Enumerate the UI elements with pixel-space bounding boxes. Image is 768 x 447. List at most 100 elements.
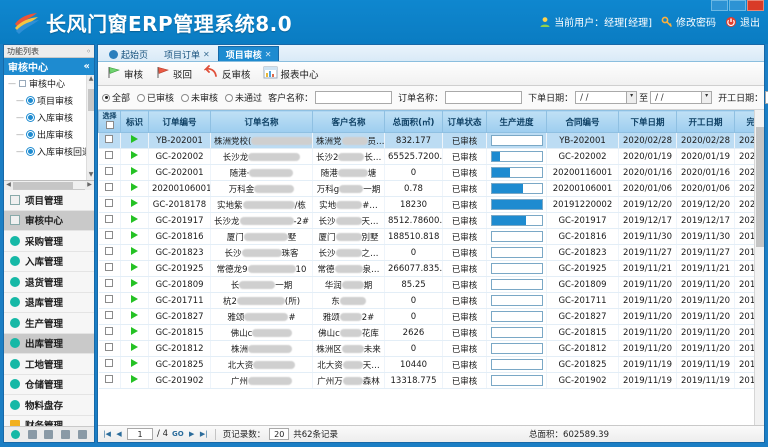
- play-icon[interactable]: [131, 279, 138, 287]
- tree-node-1[interactable]: — 项目审核: [4, 92, 94, 109]
- table-row[interactable]: GC-201917 长沙龙 -2# 长沙 天… 8512.78600… 已审核 GC-2019…: [98, 212, 764, 229]
- row-checkbox[interactable]: [105, 263, 114, 271]
- close-icon[interactable]: ✕: [264, 49, 272, 59]
- sidebar-item-5[interactable]: 退库管理: [4, 293, 94, 313]
- radio-button-icon[interactable]: [225, 93, 234, 102]
- column-header-status[interactable]: 订单状态: [442, 110, 487, 133]
- column-header-order_no[interactable]: 订单编号: [148, 110, 211, 133]
- play-icon[interactable]: [131, 167, 138, 175]
- play-icon[interactable]: [131, 295, 138, 303]
- maximize-button[interactable]: [729, 0, 746, 11]
- row-checkbox[interactable]: [105, 151, 114, 159]
- radio-0[interactable]: 全部: [102, 91, 130, 104]
- page-number-input[interactable]: 1: [127, 428, 153, 440]
- sidebar-item-10[interactable]: 物料盘存: [4, 395, 94, 416]
- scroll-right-icon[interactable]: ▶: [85, 181, 94, 190]
- table-row[interactable]: YB-202001 株洲党校(株洲党 员… 832.177 已审核 YB-202001 20…: [98, 132, 764, 149]
- sidebar-item-9[interactable]: 仓储管理: [4, 375, 94, 395]
- play-icon[interactable]: [131, 359, 138, 367]
- sidebar-pin-icon[interactable]: ◦: [86, 46, 91, 56]
- doc-icon[interactable]: [61, 430, 71, 439]
- play-icon[interactable]: [131, 375, 138, 383]
- play-icon[interactable]: [131, 247, 138, 255]
- sidebar-item-11[interactable]: 财务管理: [4, 416, 94, 426]
- chevron-down-icon[interactable]: ▾: [626, 92, 637, 103]
- select-all-checkbox[interactable]: [105, 121, 114, 129]
- change-password-button[interactable]: 修改密码: [661, 14, 716, 29]
- column-header-customer[interactable]: 客户名称: [312, 110, 385, 133]
- play-icon[interactable]: [131, 327, 138, 335]
- tree-vertical-scrollbar[interactable]: ▲ ▼: [86, 75, 94, 180]
- cart-icon[interactable]: [27, 430, 37, 439]
- column-header-area[interactable]: 总面积(㎡): [384, 110, 443, 133]
- last-page-button[interactable]: ▶|: [199, 429, 208, 438]
- table-row[interactable]: GC-201902 广州 广州万 森林 13318.775 已审核 GC-201902 201…: [98, 372, 764, 389]
- sidebar-item-4[interactable]: 退货管理: [4, 272, 94, 293]
- chevron-down-icon[interactable]: ▾: [701, 92, 712, 103]
- play-icon[interactable]: [131, 343, 138, 351]
- column-header-order_date[interactable]: 下单日期: [618, 110, 677, 133]
- sidebar-item-7[interactable]: 出库管理: [4, 333, 94, 354]
- radio-button-icon[interactable]: [181, 93, 190, 102]
- play-icon[interactable]: [131, 311, 138, 319]
- tree-node-2[interactable]: — 入库审核: [4, 109, 94, 126]
- order-date-to-input[interactable]: / / ▾: [650, 91, 713, 104]
- row-checkbox[interactable]: [105, 199, 114, 207]
- row-checkbox[interactable]: [105, 295, 114, 303]
- sidebar-item-0[interactable]: 项目管理: [4, 190, 94, 211]
- sidebar-item-3[interactable]: 入库管理: [4, 252, 94, 272]
- row-checkbox[interactable]: [105, 343, 114, 351]
- column-header-check[interactable]: 选择: [98, 110, 121, 133]
- radio-1[interactable]: 已审核: [137, 91, 174, 104]
- table-row[interactable]: GC-201815 佛山c 佛山c 花库 2626 已审核 GC-201815 2019/11…: [98, 324, 764, 341]
- scroll-up-icon[interactable]: ▲: [87, 75, 94, 84]
- prev-page-button[interactable]: ◀: [116, 429, 122, 438]
- row-checkbox[interactable]: [105, 135, 114, 143]
- row-checkbox[interactable]: [105, 231, 114, 239]
- table-row[interactable]: GC-201825 北大资 北大资 天… 10440 已审核 GC-201825 2019/1…: [98, 356, 764, 373]
- row-checkbox[interactable]: [105, 167, 114, 175]
- table-row[interactable]: GC-202001 随港· 随港塘 0 已审核 20200116001 2020/01/16…: [98, 164, 764, 181]
- play-icon[interactable]: [131, 183, 138, 191]
- sidebar-group-title[interactable]: 审核中心 «: [4, 58, 94, 75]
- play-icon[interactable]: [131, 135, 138, 143]
- table-row[interactable]: GC-201925 常德龙9 10 常德 泉… 266077.835… 已审核 GC-2019…: [98, 260, 764, 277]
- play-icon[interactable]: [131, 263, 138, 271]
- play-icon[interactable]: [131, 231, 138, 239]
- row-checkbox[interactable]: [105, 247, 114, 255]
- table-row[interactable]: GC-201816 厦门墅厦门 別墅 188510.818 已审核 GC-201816 20…: [98, 228, 764, 245]
- table-row[interactable]: GC-201812 株洲 株洲区 未来 0 已审核 GC-201812 2019/11/20 2…: [98, 340, 764, 357]
- scroll-thumb-h[interactable]: [13, 182, 73, 189]
- row-checkbox[interactable]: [105, 375, 114, 383]
- collapse-icon[interactable]: «: [83, 61, 90, 72]
- row-checkbox[interactable]: [105, 359, 114, 367]
- scroll-left-icon[interactable]: ◀: [4, 181, 13, 190]
- toolbar-button-0[interactable]: 审核: [106, 65, 143, 83]
- order-name-input[interactable]: [445, 91, 523, 104]
- tree-node-0[interactable]: — 审核中心: [4, 75, 94, 92]
- radio-2[interactable]: 未审核: [181, 91, 218, 104]
- radio-button-icon[interactable]: [102, 93, 110, 102]
- toolbar-button-3[interactable]: 报表中心: [263, 65, 319, 83]
- close-button[interactable]: [747, 0, 764, 11]
- column-header-order_name[interactable]: 订单名称: [210, 110, 313, 133]
- first-page-button[interactable]: |◀: [103, 429, 111, 438]
- order-date-from-input[interactable]: / / ▾: [575, 91, 638, 104]
- radio-button-icon[interactable]: [137, 93, 146, 102]
- tree-node-4[interactable]: — 入库审核回退: [4, 143, 94, 160]
- toolbar-button-2[interactable]: 反审核: [203, 64, 251, 83]
- grid-scroll-thumb[interactable]: [756, 127, 764, 247]
- sidebar-item-2[interactable]: 采购管理: [4, 231, 94, 252]
- tree-node-3[interactable]: — 出库审核: [4, 126, 94, 143]
- go-button[interactable]: GO: [171, 430, 184, 438]
- tab-2[interactable]: 项目审核 ✕: [217, 46, 280, 61]
- scroll-down-icon[interactable]: ▼: [87, 171, 94, 180]
- minimize-button[interactable]: [711, 0, 728, 11]
- table-row[interactable]: GC-202002 长沙龙 长沙2 长… 65525.7200… 已审核 GC-202002…: [98, 148, 764, 165]
- circle-icon[interactable]: [10, 430, 20, 439]
- tab-1[interactable]: 项目订单 ✕: [156, 46, 218, 61]
- sidebar-item-6[interactable]: 生产管理: [4, 313, 94, 334]
- column-header-start_date[interactable]: 开工日期: [676, 110, 735, 133]
- sidebar-item-1[interactable]: 审核中心: [4, 210, 94, 231]
- tab-0[interactable]: 起始页: [101, 46, 156, 61]
